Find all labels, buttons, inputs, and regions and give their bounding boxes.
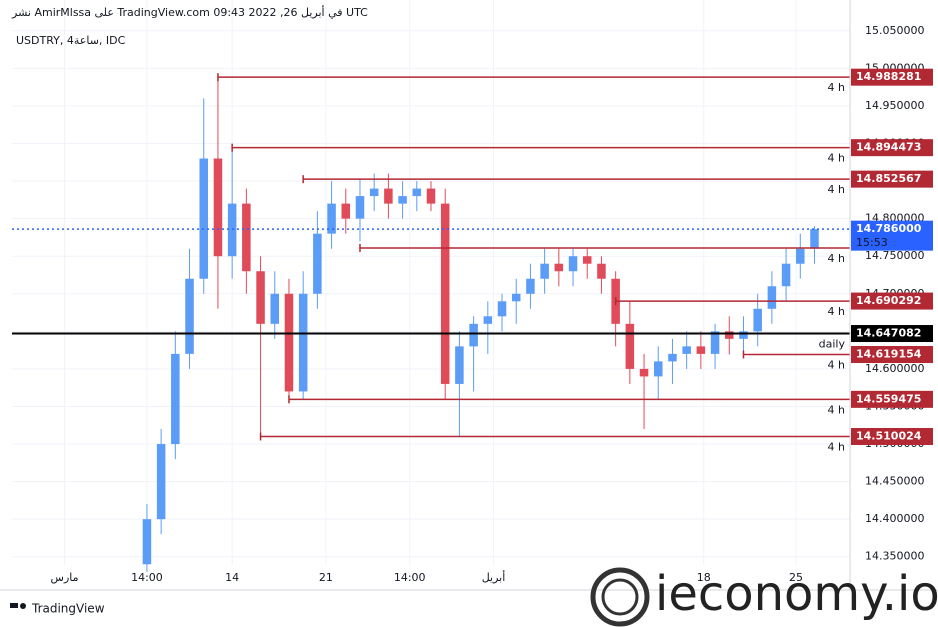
candle-body: [171, 353, 180, 445]
level-tag: 14.852567: [856, 172, 921, 185]
y-tick-label: 15.050000: [865, 24, 925, 37]
daily-tag-bg: [851, 325, 933, 343]
candle-body: [554, 263, 564, 272]
x-tick-label: 14:00: [131, 571, 163, 584]
x-tick-label: 21: [319, 571, 333, 584]
current-tag-bg: [851, 220, 933, 251]
candle-body: [440, 203, 450, 384]
brand: TradingView: [31, 602, 105, 616]
candle-body: [270, 293, 280, 324]
candle-body: [455, 346, 464, 384]
candle-body: [242, 203, 251, 272]
x-tick-label: 14: [225, 571, 239, 584]
candle-body: [568, 256, 578, 272]
daily-tag: 14.647082: [856, 327, 921, 340]
candle-body: [199, 158, 209, 279]
level-tag-bg: [851, 346, 933, 364]
x-tick-label: 18: [697, 571, 711, 584]
x-tick-label: 14:00: [394, 571, 426, 584]
level-tag-bg: [851, 390, 933, 408]
header: نشر AmirMlssa على TradingView.com في أبر…: [11, 5, 368, 19]
level-tag: 14.690292: [856, 294, 921, 307]
brand-logo: [10, 603, 26, 609]
level-tag-bg: [851, 292, 933, 310]
level-tag-bg: [851, 139, 933, 157]
x-tick-label: مارس: [51, 571, 79, 584]
level-tag: 14.559475: [856, 392, 921, 405]
candle-body: [483, 316, 493, 324]
candle-body: [781, 263, 791, 287]
candle-body: [256, 271, 265, 324]
candle-body: [668, 353, 677, 362]
x-tick-label: أبريل: [482, 570, 506, 584]
candle-body: [696, 346, 706, 354]
candle-body: [526, 278, 535, 294]
level-tag: 14.510024: [856, 430, 922, 443]
candle-body: [767, 286, 777, 309]
candle-body: [639, 368, 649, 377]
candle-body: [227, 203, 237, 257]
level-timeframe: 4 h: [828, 359, 845, 372]
candle-body: [398, 196, 407, 204]
watermark-logo: [590, 567, 650, 627]
candle-body: [426, 188, 436, 204]
candle-body: [412, 188, 422, 197]
candle-body: [582, 256, 592, 264]
y-tick-label: 14.600000: [865, 362, 925, 375]
daily-timeframe: daily: [819, 338, 846, 351]
candle-body: [511, 293, 521, 302]
level-tag-bg: [851, 428, 933, 446]
candle-body: [142, 519, 152, 565]
candle-body: [597, 263, 606, 279]
candle-body: [313, 233, 322, 294]
level-timeframe: 4 h: [828, 183, 845, 196]
level-tag-bg: [851, 170, 933, 188]
candle-body: [810, 229, 819, 249]
candle-body: [384, 188, 393, 204]
candle-body: [497, 301, 507, 317]
y-tick-label: 14.750000: [865, 249, 925, 262]
y-tick-label: 14.400000: [865, 512, 925, 525]
watermark: ieconomy.io: [655, 566, 938, 622]
level-tag: 14.988281: [856, 70, 921, 83]
candle-body: [682, 346, 691, 354]
level-timeframe: 4 h: [828, 152, 845, 165]
candle-body: [341, 203, 351, 219]
candle-body: [653, 361, 663, 377]
candle-body: [796, 248, 805, 264]
symbol: USDTRY, 4ساعة, IDC: [16, 34, 126, 47]
candle-body: [298, 293, 308, 392]
candle-body: [213, 158, 223, 257]
y-tick-label: 14.350000: [865, 550, 925, 563]
candle-body: [185, 278, 194, 354]
y-tick-label: 14.450000: [865, 475, 925, 488]
level-tag-bg: [851, 68, 933, 86]
candle-body: [710, 331, 720, 354]
candle-body: [469, 323, 478, 347]
candle-body: [540, 263, 549, 279]
candle-body: [725, 331, 734, 339]
level-timeframe: 4 h: [828, 81, 845, 94]
candle-body: [156, 444, 166, 520]
countdown: 15:53: [856, 236, 888, 249]
candle-body: [739, 331, 748, 339]
current-tag: 14.786000: [856, 222, 922, 235]
y-tick-label: 14.950000: [865, 99, 925, 112]
candle-body: [369, 188, 379, 197]
candle-body: [753, 308, 762, 332]
x-tick-label: 25: [789, 571, 803, 584]
candle-body: [284, 293, 294, 392]
candle-body: [625, 323, 635, 369]
level-tag: 14.619154: [856, 348, 922, 361]
level-timeframe: 4 h: [828, 441, 845, 454]
level-timeframe: 4 h: [828, 403, 845, 416]
candle-body: [327, 203, 336, 234]
level-timeframe: 4 h: [828, 305, 845, 318]
candle-body: [355, 196, 365, 219]
level-tag: 14.894473: [856, 141, 921, 154]
level-timeframe: 4 h: [828, 252, 845, 265]
